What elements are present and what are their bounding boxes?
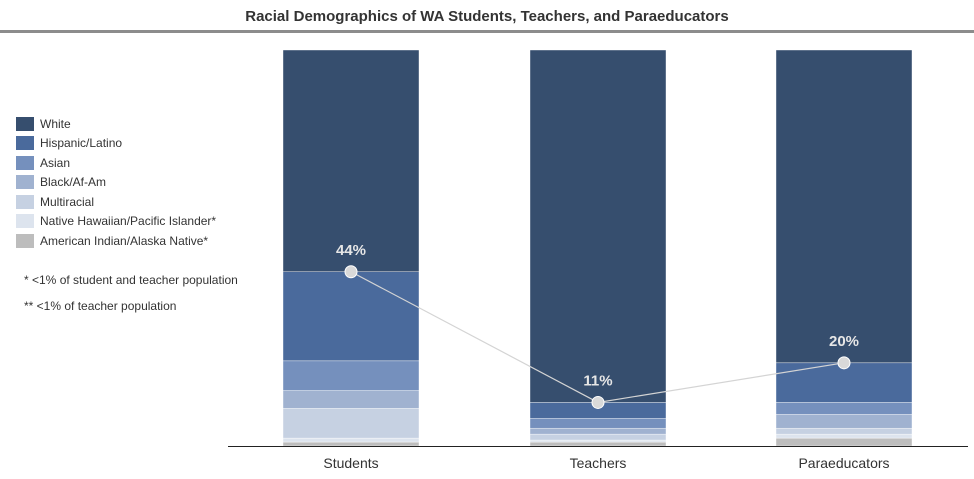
annotation-point	[344, 265, 358, 279]
bar-segment	[282, 49, 420, 272]
legend-label: Native Hawaiian/Pacific Islander*	[40, 214, 217, 229]
data-label: 20%	[829, 333, 859, 350]
legend-swatch	[16, 175, 34, 190]
footnote-single: * <1% of student and teacher population	[24, 273, 238, 287]
legend-swatch	[16, 116, 34, 131]
x-tick-label: Teachers	[570, 455, 627, 471]
bar-segment	[775, 362, 913, 403]
legend-item: Multiracial	[16, 192, 216, 212]
bar-segment	[529, 433, 667, 441]
legend-swatch	[16, 233, 34, 248]
legend-item: American Indian/Alaska Native*	[16, 231, 216, 251]
legend-swatch	[16, 194, 34, 209]
legend-label: American Indian/Alaska Native*	[40, 233, 209, 248]
bar-segment	[282, 360, 420, 391]
legend: White Hispanic/Latino Asian Black/Af-Am Mult…	[16, 114, 216, 251]
x-tick-label: Students	[323, 455, 378, 471]
legend-item: Black/Af-Am	[16, 173, 216, 193]
bar-segment	[529, 439, 667, 443]
bar-segment	[529, 418, 667, 429]
bar-segment	[775, 433, 913, 439]
legend-swatch	[16, 155, 34, 170]
bar-segment	[529, 49, 667, 403]
bar-segment	[282, 408, 420, 439]
bar-segment	[529, 441, 667, 447]
legend-item: Hispanic/Latino	[16, 134, 216, 154]
data-label: 11%	[583, 372, 612, 389]
legend-label: Asian	[40, 155, 71, 170]
bar-segment	[529, 427, 667, 435]
bar-segment	[775, 49, 913, 364]
bar-segment	[775, 427, 913, 435]
footnote-double: ** <1% of teacher population	[24, 299, 177, 313]
bar-segment	[282, 390, 420, 409]
bar-segment	[282, 441, 420, 447]
title-divider	[0, 30, 974, 33]
annotation-point	[837, 356, 851, 370]
annotation-point	[591, 395, 605, 409]
legend-swatch	[16, 136, 34, 151]
bar-segment	[775, 437, 913, 447]
legend-swatch	[16, 214, 34, 229]
legend-item: Native Hawaiian/Pacific Islander*	[16, 212, 216, 232]
bar-segment	[775, 402, 913, 415]
legend-label: White	[40, 116, 71, 131]
legend-item: Asian	[16, 153, 216, 173]
chart-title: Racial Demographics of WA Students, Teac…	[245, 8, 729, 25]
legend-label: Black/Af-Am	[40, 175, 107, 190]
data-label: 44%	[336, 242, 366, 259]
legend-label: Hispanic/Latino	[40, 136, 123, 151]
bar-segment	[282, 271, 420, 362]
x-tick-label: Paraeducators	[798, 455, 889, 471]
legend-label: Multiracial	[40, 194, 95, 209]
bar-segment	[282, 437, 420, 443]
legend-item: White	[16, 114, 216, 134]
bar-segment	[775, 414, 913, 429]
